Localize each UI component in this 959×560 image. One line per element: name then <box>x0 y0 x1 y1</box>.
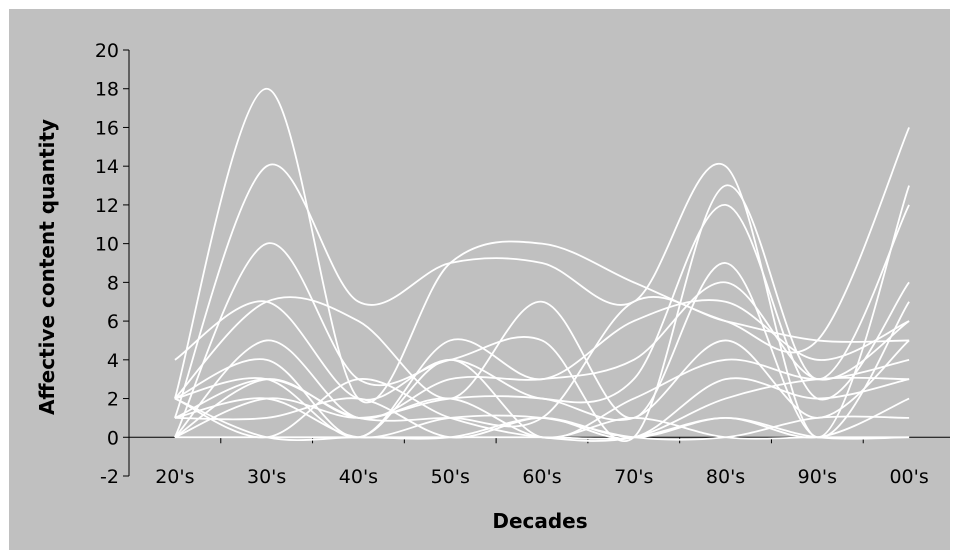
series-line-4 <box>174 204 910 404</box>
y-tick-label: 6 <box>107 311 119 333</box>
x-tick-label: 30's <box>247 466 286 488</box>
series-line-5 <box>174 262 910 439</box>
x-tick-label: 60's <box>522 466 561 488</box>
series-line-10 <box>174 358 910 440</box>
y-tick-label: 18 <box>95 79 119 101</box>
series-line-15 <box>174 378 910 440</box>
series-line-9 <box>174 339 910 439</box>
x-tick-label: 90's <box>798 466 837 488</box>
y-tick-label: 16 <box>95 117 119 139</box>
y-tick-label: -2 <box>100 466 119 488</box>
x-tick-label: 00's <box>889 466 928 488</box>
y-tick-label: 2 <box>107 389 119 411</box>
y-axis: -2 0 2 4 6 8 10 12 14 16 18 20 <box>95 40 130 488</box>
y-axis-title: Affective content quantity <box>35 119 59 415</box>
x-tick-label: 80's <box>706 466 745 488</box>
line-chart: -2 0 2 4 6 8 10 12 14 16 18 20 20's 30's 40's 50's 60's… <box>35 40 950 533</box>
x-tick-label: 20's <box>155 466 194 488</box>
series-line-7 <box>174 299 910 439</box>
x-axis-title: Decades <box>492 509 587 533</box>
series-lines <box>174 87 910 442</box>
chart-area: -2 0 2 4 6 8 10 12 14 16 18 20 20's 30's 40's 50's 60's… <box>9 9 950 550</box>
y-tick-label: 12 <box>95 195 119 217</box>
x-tick-label: 40's <box>339 466 378 488</box>
y-tick-label: 8 <box>107 272 119 294</box>
series-line-8 <box>174 296 910 428</box>
x-axis: 20's 30's 40's 50's 60's 70's 80's 90's 00's <box>128 436 950 488</box>
y-tick-label: 14 <box>95 156 119 178</box>
series-line-3 <box>174 184 910 442</box>
y-tick-label: 4 <box>107 350 119 372</box>
x-tick-label: 50's <box>431 466 470 488</box>
y-tick-label: 0 <box>107 427 119 449</box>
y-tick-label: 10 <box>95 234 119 256</box>
x-tick-label: 70's <box>614 466 653 488</box>
y-tick-label: 20 <box>95 40 119 62</box>
series-line-16 <box>174 397 910 442</box>
